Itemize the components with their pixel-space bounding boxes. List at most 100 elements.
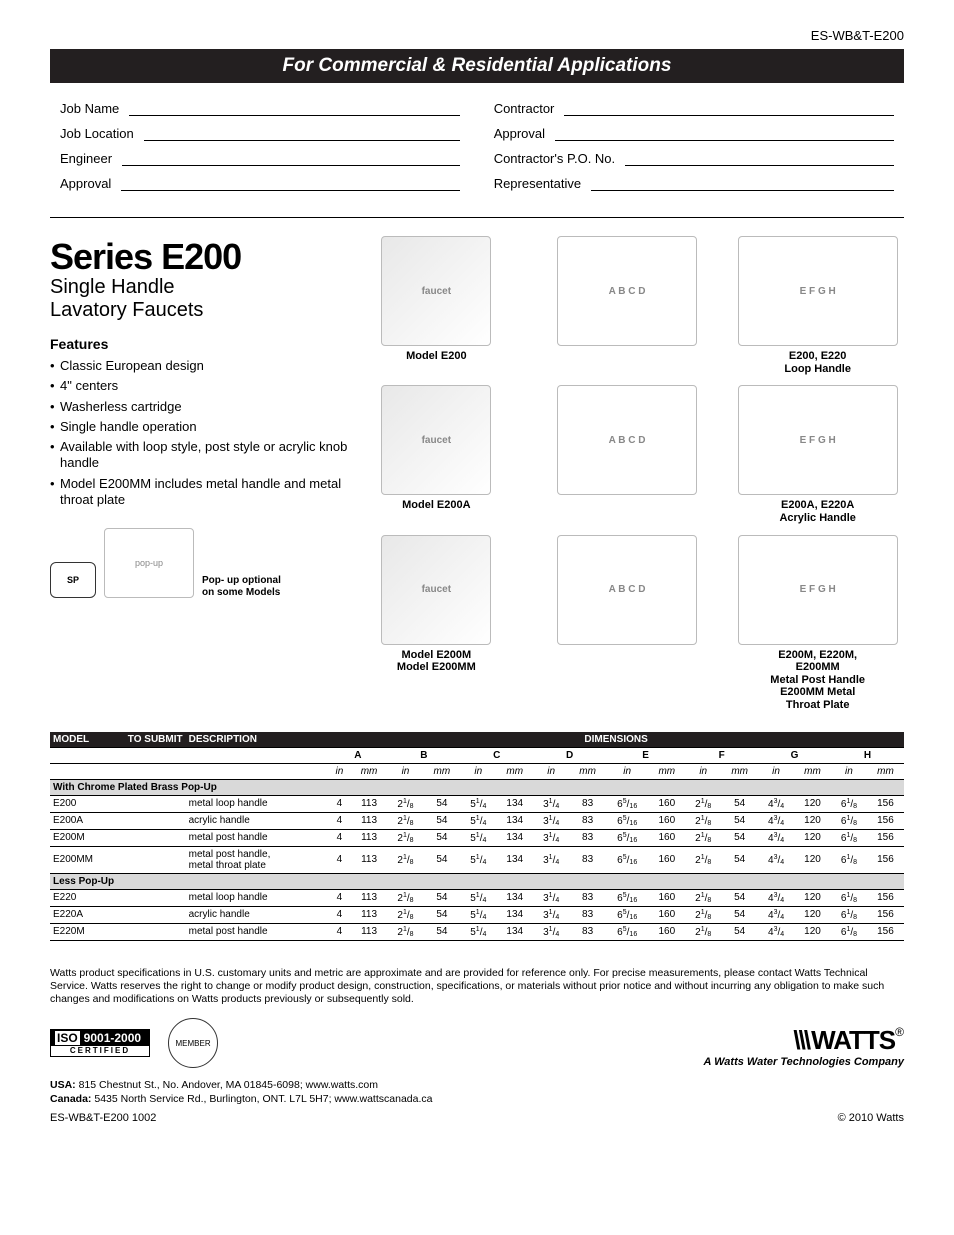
form-input-line[interactable] <box>591 179 894 191</box>
dim-mm-cell: 54 <box>423 889 460 906</box>
dim-mm-cell: 54 <box>721 795 758 812</box>
dim-in-cell: 31/4 <box>533 829 569 846</box>
dim-in-cell: 43/4 <box>758 812 794 829</box>
dim-mm-cell: 113 <box>351 829 388 846</box>
submit-cell[interactable] <box>125 889 186 906</box>
table-row: E200metal loop handle411321/85451/413431… <box>50 795 904 812</box>
unit-header: in <box>533 763 569 779</box>
features-heading: Features <box>50 336 350 352</box>
submit-cell[interactable] <box>125 846 186 873</box>
dim-mm-cell: 54 <box>721 829 758 846</box>
dim-mm-cell: 156 <box>867 846 904 873</box>
product-title: Series E200 <box>50 236 350 278</box>
addresses: USA: 815 Chestnut St., No. Andover, MA 0… <box>50 1078 904 1106</box>
unit-header: in <box>606 763 648 779</box>
description-cell: metal post handle <box>186 829 329 846</box>
dim-mm-cell: 83 <box>569 906 606 923</box>
unit-header: mm <box>351 763 388 779</box>
iso-certified: CERTIFIED <box>51 1046 149 1056</box>
form-input-line[interactable] <box>129 104 460 116</box>
dim-mm-cell: 156 <box>867 829 904 846</box>
unit-header: mm <box>423 763 460 779</box>
faucet-photo: faucet <box>381 385 491 495</box>
dim-mm-cell: 120 <box>794 906 831 923</box>
dim-in-cell: 43/4 <box>758 846 794 873</box>
dim-in-cell: 31/4 <box>533 889 569 906</box>
dim-in-cell: 65/16 <box>606 795 648 812</box>
submittal-form: Job NameJob LocationEngineerApproval Con… <box>50 101 904 218</box>
dim-mm-cell: 156 <box>867 812 904 829</box>
dim-in-cell: 43/4 <box>758 889 794 906</box>
form-input-line[interactable] <box>555 129 894 141</box>
dim-in-cell: 21/8 <box>685 829 721 846</box>
dim-in-cell: 31/4 <box>533 846 569 873</box>
form-input-line[interactable] <box>121 179 460 191</box>
table-row: E200MMmetal post handle,metal throat pla… <box>50 846 904 873</box>
dim-in-cell: 43/4 <box>758 829 794 846</box>
dim-mm-cell: 134 <box>496 812 533 829</box>
form-label: Contractor's P.O. No. <box>494 151 615 166</box>
dim-letter-header: D <box>533 747 606 763</box>
model-cell: E200A <box>50 812 125 829</box>
model-cell: E220A <box>50 906 125 923</box>
dim-mm-cell: 113 <box>351 812 388 829</box>
submit-cell[interactable] <box>125 795 186 812</box>
watts-wordmark: WATTS <box>793 1025 895 1055</box>
dim-in-cell: 61/8 <box>831 795 867 812</box>
description-cell: metal post handle,metal throat plate <box>186 846 329 873</box>
dim-mm-cell: 113 <box>351 846 388 873</box>
dim-in-cell: 61/8 <box>831 846 867 873</box>
form-right-col: ContractorApprovalContractor's P.O. No.R… <box>494 101 894 201</box>
faucet-photo: faucet <box>381 535 491 645</box>
feature-item: Single handle operation <box>50 419 350 435</box>
dim-mm-cell: 120 <box>794 795 831 812</box>
submit-cell[interactable] <box>125 829 186 846</box>
unit-header: mm <box>569 763 606 779</box>
form-label: Job Location <box>60 126 134 141</box>
dim-mm-cell: 134 <box>496 923 533 940</box>
form-input-line[interactable] <box>564 104 894 116</box>
table-row: E220Aacrylic handle411321/85451/413431/4… <box>50 906 904 923</box>
dim-letter-header: E <box>606 747 685 763</box>
popup-caption: Pop- up optionalon some Models <box>202 575 281 598</box>
dim-mm-cell: 83 <box>569 812 606 829</box>
dim-in-cell: 21/8 <box>685 812 721 829</box>
form-input-line[interactable] <box>122 154 460 166</box>
dim-mm-cell: 54 <box>721 812 758 829</box>
dim-mm-cell: 156 <box>867 795 904 812</box>
copyright: © 2010 Watts <box>838 1112 904 1124</box>
usa-address: 815 Chestnut St., No. Andover, MA 01845-… <box>79 1079 378 1091</box>
iso-number: 9001-2000 <box>82 1031 143 1045</box>
dim-in-cell: 51/4 <box>460 829 496 846</box>
dim-mm-cell: 120 <box>794 829 831 846</box>
submit-cell[interactable] <box>125 906 186 923</box>
unit-header: mm <box>867 763 904 779</box>
footer-logos: ISO9001-2000 CERTIFIED MEMBER WATTS® A W… <box>50 1018 904 1068</box>
dim-mm-cell: 113 <box>351 795 388 812</box>
dim-mm-cell: 54 <box>721 923 758 940</box>
dim-letter-header: H <box>831 747 904 763</box>
dim-in-cell: 21/8 <box>387 889 423 906</box>
dim-in-cell: 21/8 <box>387 906 423 923</box>
form-field: Contractor's P.O. No. <box>494 151 894 166</box>
dim-in-cell: 61/8 <box>831 829 867 846</box>
submit-cell[interactable] <box>125 812 186 829</box>
dim-mm-cell: 54 <box>423 846 460 873</box>
form-input-line[interactable] <box>144 129 461 141</box>
product-photo-cell: faucetModel E200MModel E200MM <box>350 535 523 674</box>
dim-in-cell: 51/4 <box>460 795 496 812</box>
dim-mm-cell: 54 <box>423 829 460 846</box>
form-input-line[interactable] <box>625 154 894 166</box>
dim-in-cell: 65/16 <box>606 829 648 846</box>
feature-item: 4" centers <box>50 378 350 394</box>
submit-cell[interactable] <box>125 923 186 940</box>
description-cell: acrylic handle <box>186 906 329 923</box>
section-header: Less Pop-Up <box>50 873 904 889</box>
dim-in-cell: 65/16 <box>606 812 648 829</box>
plate-caption: E200M, E220M,E200MMMetal Post HandleE200… <box>731 649 904 712</box>
model-cell: E200M <box>50 829 125 846</box>
table-row: E200Mmetal post handle411321/85451/41343… <box>50 829 904 846</box>
form-field: Engineer <box>60 151 460 166</box>
dim-mm-cell: 134 <box>496 889 533 906</box>
table-row: E220Mmetal post handle411321/85451/41343… <box>50 923 904 940</box>
